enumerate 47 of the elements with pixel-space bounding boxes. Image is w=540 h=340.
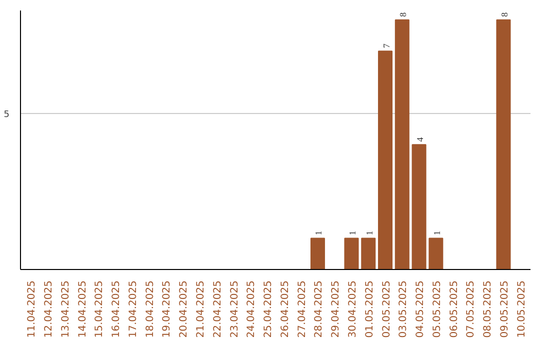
bar — [412, 144, 426, 270]
x-tick-label: 25.04.2025 — [263, 280, 274, 338]
x-tick-label: 13.04.2025 — [60, 280, 72, 338]
x-tick-label: 30.04.2025 — [347, 280, 358, 338]
data-label: 1 — [347, 230, 358, 236]
x-tick-label: 18.04.2025 — [144, 280, 156, 338]
x-tick-label: 15.04.2025 — [94, 280, 106, 338]
x-tick-label: 11.04.2025 — [26, 280, 38, 338]
x-tick-label: 09.05.2025 — [499, 280, 510, 338]
data-label: 4 — [415, 136, 426, 142]
x-tick-label: 03.05.2025 — [398, 280, 410, 338]
bar — [428, 238, 444, 270]
bar — [344, 238, 359, 270]
x-tick-label: 14.04.2025 — [77, 280, 88, 338]
x-tick-label: 04.05.2025 — [415, 280, 426, 338]
x-tick-label: 24.04.2025 — [246, 280, 258, 338]
x-tick-label: 08.05.2025 — [482, 280, 494, 338]
data-label: 1 — [364, 230, 374, 236]
data-label: 1 — [432, 230, 442, 236]
x-tick-label: 12.04.2025 — [44, 280, 55, 338]
x-tick-label: 06.05.2025 — [448, 280, 460, 338]
x-tick-label: 20.04.2025 — [178, 280, 190, 338]
bar — [361, 238, 376, 270]
x-tick-label: 28.04.2025 — [314, 280, 325, 338]
x-tick-label: 27.04.2025 — [296, 280, 308, 338]
x-tick-label: 19.04.2025 — [162, 280, 173, 338]
x-tick-label: 01.05.2025 — [364, 280, 376, 338]
data-label: 7 — [381, 43, 392, 48]
bar — [394, 19, 410, 270]
x-tick-label: 26.04.2025 — [280, 280, 291, 338]
data-label: 8 — [398, 12, 408, 17]
x-tick-label: 29.04.2025 — [330, 280, 342, 338]
x-tick-label: 05.05.2025 — [432, 280, 443, 338]
bar — [378, 50, 393, 270]
x-tick-label: 16.04.2025 — [111, 280, 122, 338]
data-label: 8 — [499, 12, 510, 17]
x-tick-label: 17.04.2025 — [128, 280, 139, 338]
x-tick-label: 07.05.2025 — [466, 280, 477, 338]
ref-line-label: 5 — [4, 110, 10, 120]
x-tick-label: 22.04.2025 — [212, 280, 224, 338]
bar — [310, 238, 325, 270]
x-tick-label: 02.05.2025 — [381, 280, 392, 338]
x-tick-label: 23.04.2025 — [229, 280, 240, 338]
x-tick-label: 10.05.2025 — [516, 280, 528, 338]
x-tick-label: 21.04.2025 — [196, 280, 207, 338]
bar — [496, 19, 511, 270]
data-label: 1 — [314, 230, 324, 236]
